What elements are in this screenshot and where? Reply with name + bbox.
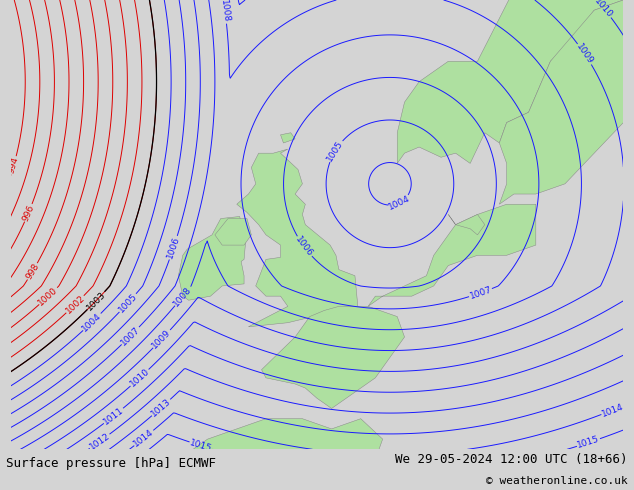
Text: 1006: 1006 (294, 235, 314, 259)
Text: 1014: 1014 (132, 427, 155, 449)
Text: 1006: 1006 (165, 235, 181, 260)
Text: 998: 998 (24, 262, 41, 281)
Text: © weatheronline.co.uk: © weatheronline.co.uk (486, 476, 628, 486)
Text: 1007: 1007 (119, 325, 142, 347)
Text: 1004: 1004 (81, 311, 103, 333)
Polygon shape (262, 306, 404, 409)
Polygon shape (193, 418, 383, 460)
Polygon shape (398, 0, 623, 163)
Text: 1009: 1009 (574, 42, 595, 66)
Text: 1008: 1008 (219, 0, 231, 23)
Polygon shape (178, 217, 245, 300)
Text: 1014: 1014 (600, 402, 625, 418)
Polygon shape (500, 0, 623, 204)
Text: 1003: 1003 (85, 290, 107, 312)
Text: 1010: 1010 (128, 367, 152, 389)
Text: 1010: 1010 (592, 0, 614, 20)
Text: 1011: 1011 (101, 405, 126, 426)
Text: 1004: 1004 (387, 194, 411, 212)
Text: 1012: 1012 (87, 431, 112, 452)
Text: 994: 994 (7, 156, 20, 175)
Text: We 29-05-2024 12:00 UTC (18+66): We 29-05-2024 12:00 UTC (18+66) (395, 453, 628, 466)
Text: 996: 996 (21, 203, 36, 222)
Text: 1009: 1009 (150, 328, 173, 350)
Text: 1015: 1015 (189, 438, 214, 453)
Text: 1002: 1002 (64, 293, 87, 316)
Polygon shape (215, 219, 251, 245)
Text: 1000: 1000 (37, 285, 60, 307)
Polygon shape (368, 204, 536, 306)
Polygon shape (236, 149, 358, 327)
Text: 1005: 1005 (325, 139, 345, 163)
Text: 1015: 1015 (576, 435, 601, 450)
Text: 1005: 1005 (117, 292, 139, 315)
Text: 1008: 1008 (172, 285, 194, 308)
Polygon shape (280, 133, 295, 143)
Text: 1013: 1013 (150, 397, 173, 418)
Text: 1007: 1007 (469, 285, 493, 301)
Polygon shape (448, 215, 485, 235)
Text: Surface pressure [hPa] ECMWF: Surface pressure [hPa] ECMWF (6, 457, 216, 469)
